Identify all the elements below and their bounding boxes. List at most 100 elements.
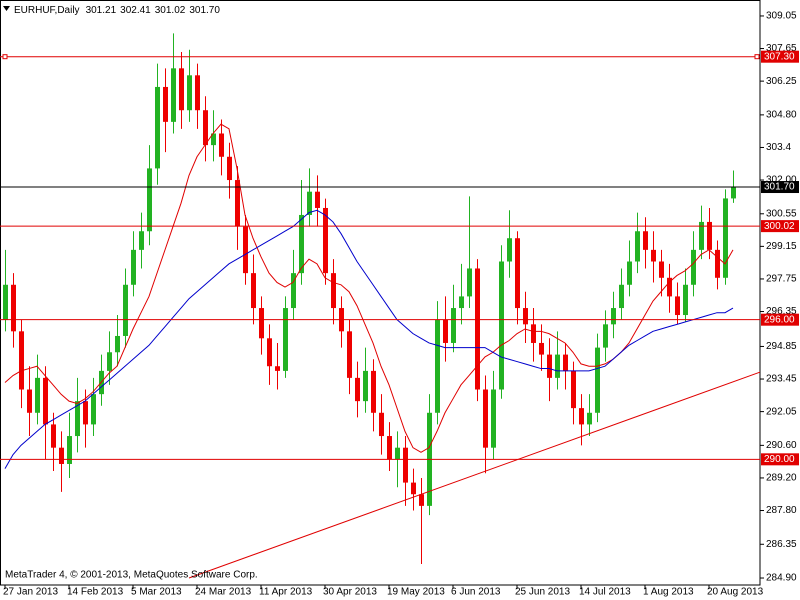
y-tick-label: 304.80 — [766, 110, 797, 121]
header-low: 301.02 — [155, 5, 186, 16]
candle-body — [691, 249, 696, 285]
y-tick-label: 303.4 — [766, 142, 791, 153]
candle-body — [227, 156, 232, 181]
y-tick-label: 307.65 — [766, 43, 797, 54]
candle-body — [11, 284, 16, 332]
candle-body — [435, 319, 440, 413]
x-tick-label: 30 Apr 2013 — [323, 587, 377, 598]
candle-body — [659, 261, 664, 278]
candle-body — [115, 335, 120, 353]
level-handle — [2, 54, 8, 60]
candle-body — [315, 191, 320, 208]
candle-body — [595, 347, 600, 413]
candle-body — [211, 133, 216, 146]
candle-body — [619, 284, 624, 309]
candle-body — [467, 268, 472, 297]
candle-body — [483, 389, 488, 448]
level-line-label: 290.00 — [764, 454, 795, 465]
y-tick-label: 297.75 — [766, 274, 797, 285]
candle-body — [491, 389, 496, 448]
x-tick-label: 6 Jun 2013 — [451, 587, 501, 598]
y-tick-label: 302.00 — [766, 175, 797, 186]
candle-body — [547, 354, 552, 378]
candle-body — [539, 342, 544, 355]
candle-body — [475, 268, 480, 390]
level-line-label: 296.00 — [764, 314, 795, 325]
candle-body — [515, 238, 520, 309]
level-handle — [754, 54, 760, 60]
candle-body — [451, 308, 456, 343]
candle-body — [51, 424, 56, 448]
candle-body — [723, 198, 728, 278]
candle-body — [555, 354, 560, 378]
candle-body — [403, 447, 408, 483]
candle-body — [267, 338, 272, 367]
plot-layer — [3, 33, 760, 579]
candle-body — [395, 447, 400, 460]
y-tick-label: 286.35 — [766, 539, 797, 550]
x-tick-label: 11 Apr 2013 — [259, 587, 313, 598]
x-tick-label: 5 Mar 2013 — [131, 587, 182, 598]
candle-body — [523, 308, 528, 325]
y-tick-label: 293.45 — [766, 374, 797, 385]
candle-body — [43, 377, 48, 425]
y-tick-label: 284.90 — [766, 573, 797, 584]
candle-body — [83, 401, 88, 425]
candle-body — [355, 377, 360, 402]
candle-body — [19, 331, 24, 390]
candle-body — [251, 273, 256, 309]
candle-body — [715, 249, 720, 278]
candle-body — [363, 370, 368, 402]
candle-body — [571, 370, 576, 409]
x-tick-label: 19 May 2013 — [387, 587, 445, 598]
candle-body — [331, 273, 336, 309]
candle-body — [155, 86, 160, 169]
candle-body — [611, 308, 616, 325]
candle-body — [667, 277, 672, 297]
y-tick-label: 294.85 — [766, 341, 797, 352]
header-close: 301.70 — [189, 5, 220, 16]
candle-body — [219, 133, 224, 157]
candle-body — [411, 482, 416, 495]
candle-body — [635, 231, 640, 262]
candle-body — [387, 436, 392, 460]
candle-body — [699, 221, 704, 250]
trend-line — [188, 371, 760, 579]
candle-body — [259, 308, 264, 339]
candle-body — [75, 401, 80, 437]
candle-body — [307, 191, 312, 215]
candle-body — [291, 273, 296, 309]
candle-body — [283, 308, 288, 371]
candle-body — [651, 249, 656, 262]
candle-body — [675, 296, 680, 316]
candle-body — [443, 319, 448, 343]
candle-body — [107, 352, 112, 371]
menu-triangle[interactable] — [3, 6, 10, 11]
candle-body — [203, 110, 208, 146]
chart-header: EURHUF,Daily 301.21 302.41 301.02 301.70 — [14, 5, 220, 16]
x-tick-label: 24 Mar 2013 — [195, 587, 252, 598]
level-line-tag — [761, 220, 799, 233]
level-line-tag — [761, 313, 799, 326]
candle-body — [187, 75, 192, 111]
x-tick-label: 14 Feb 2013 — [67, 587, 124, 598]
candle-body — [235, 180, 240, 227]
candle-body — [179, 68, 184, 111]
level-line-tag — [761, 50, 799, 63]
candle-body — [707, 221, 712, 250]
level-line-label: 300.02 — [764, 221, 795, 232]
candle-body — [243, 226, 248, 274]
candle-body — [507, 238, 512, 262]
copyright: MetaTrader 4, © 2001-2013, MetaQuotes So… — [5, 570, 258, 581]
level-line-tag — [761, 453, 799, 466]
candle-body — [275, 366, 280, 371]
candle-body — [643, 231, 648, 250]
candle-body — [195, 75, 200, 111]
symbol: EURHUF,Daily — [14, 5, 80, 16]
candle-body — [371, 370, 376, 413]
candle-body — [171, 68, 176, 122]
candle-body — [123, 284, 128, 336]
candle-body — [67, 436, 72, 464]
price-line-tag — [761, 181, 799, 194]
